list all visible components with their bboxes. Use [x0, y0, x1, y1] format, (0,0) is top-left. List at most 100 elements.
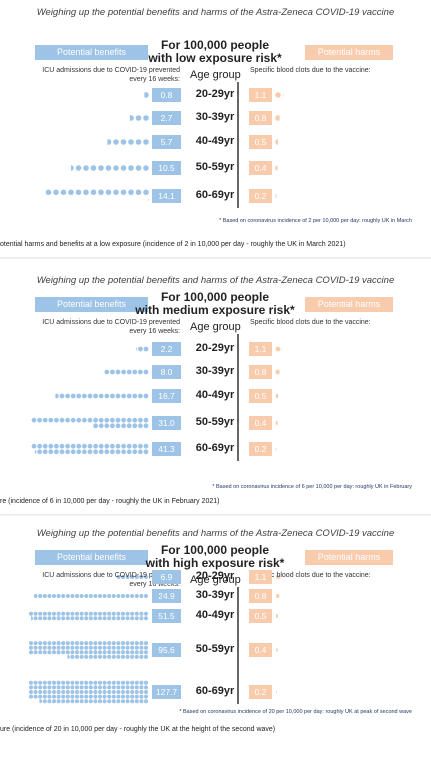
dot [107, 685, 112, 690]
dot [115, 443, 121, 449]
dot [47, 616, 52, 621]
dot [33, 685, 38, 690]
partial-dot [282, 93, 284, 97]
dot [126, 449, 132, 455]
dot [144, 645, 148, 650]
dot [134, 699, 139, 704]
dot [134, 611, 139, 616]
dot [82, 449, 87, 455]
dot [125, 641, 130, 646]
harm-dots [276, 614, 278, 618]
dot [88, 650, 93, 655]
dot [138, 346, 143, 352]
benefits-legend: Potential benefits [35, 45, 148, 60]
harm-value-box: 0.4 [249, 416, 272, 430]
benefits-legend: Potential benefits [35, 297, 148, 312]
harm-value-box: 0.4 [249, 643, 272, 657]
dot [126, 423, 132, 429]
partial-dot [107, 139, 112, 145]
dot [84, 616, 89, 621]
dot [121, 417, 126, 423]
dot [102, 650, 107, 655]
dot [75, 616, 79, 621]
dot [139, 616, 144, 621]
harm-dots [275, 115, 280, 121]
age-group: 50-59yr [195, 416, 235, 428]
dot [47, 650, 52, 655]
partial-dot [276, 614, 278, 618]
dot [115, 449, 121, 455]
footnote: * Based on coronavirus incidence of 6 pe… [212, 484, 412, 490]
dot [135, 189, 142, 196]
dot [56, 685, 61, 690]
harms-description: Specific blood clots due to the vaccine: [250, 572, 371, 579]
dot [143, 423, 149, 429]
dot [88, 641, 93, 646]
dot [121, 685, 125, 690]
dot [115, 369, 121, 375]
dot [98, 654, 102, 659]
dot [70, 393, 76, 399]
dot [125, 654, 130, 659]
dot [139, 685, 144, 690]
dot [47, 699, 52, 704]
dot [48, 443, 54, 449]
dot [138, 423, 143, 429]
dot [88, 680, 93, 685]
dot [113, 189, 119, 196]
harm-dots [275, 594, 280, 598]
dot [139, 699, 144, 704]
dot [139, 645, 144, 650]
dot [121, 699, 125, 704]
dot [59, 443, 65, 449]
dot [75, 645, 79, 650]
partial-dot [276, 648, 278, 652]
dot [111, 694, 116, 699]
dot [84, 594, 89, 598]
dot [65, 393, 70, 399]
dot [38, 650, 43, 655]
dot [65, 690, 70, 694]
dot [68, 189, 74, 196]
dot [70, 685, 75, 690]
dot [88, 699, 93, 704]
dot [98, 189, 104, 196]
partial-dot [275, 193, 277, 199]
partial-dot [275, 447, 277, 451]
dot [110, 369, 115, 375]
dot [98, 694, 102, 699]
subtitle: For 100,000 people [160, 38, 270, 52]
dot [38, 680, 43, 685]
dot [130, 690, 135, 694]
panel-title: Weighing up the potential benefits and h… [36, 7, 395, 18]
dot [143, 443, 149, 449]
dot [143, 449, 149, 455]
dot [98, 690, 102, 694]
dot [104, 443, 110, 449]
dot [37, 443, 42, 449]
harm-value-box: 0.5 [249, 609, 272, 623]
dot [121, 694, 125, 699]
dot [29, 645, 33, 650]
dot [75, 650, 79, 655]
footnote: * Based on coronavirus incidence of 2 pe… [219, 218, 412, 224]
dot [54, 417, 59, 423]
harm-value-box: 0.4 [249, 161, 272, 175]
dot [93, 654, 98, 659]
dot [144, 699, 148, 704]
dot [33, 641, 38, 646]
dot [75, 654, 79, 659]
dot [61, 616, 66, 621]
dot [130, 594, 135, 598]
benefits-description: every 16 weeks: [129, 581, 180, 588]
harm-dots [275, 346, 282, 352]
benefit-dots [29, 680, 148, 704]
dot [84, 611, 89, 616]
dot [120, 189, 127, 196]
dot [143, 417, 149, 423]
dot [42, 449, 48, 455]
partial-dot [31, 616, 33, 621]
benefit-value-box: 41.3 [152, 442, 181, 456]
dot [143, 189, 149, 196]
benefit-value-box: 2.7 [152, 111, 181, 125]
